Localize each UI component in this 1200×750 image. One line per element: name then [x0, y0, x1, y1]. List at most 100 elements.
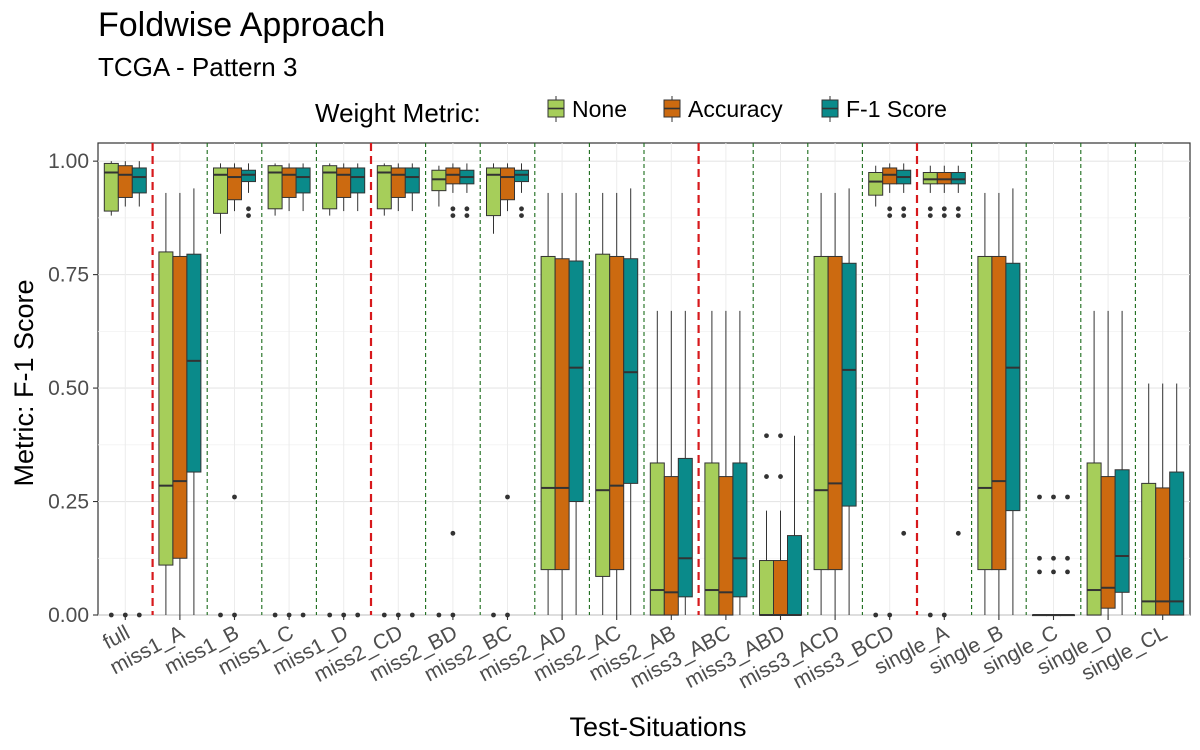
box-single_B-3 [1005, 188, 1021, 615]
outlier-point [901, 530, 907, 536]
box-body [158, 251, 174, 566]
box-miss2_BC-2 [500, 163, 515, 618]
y-tick-label: 0.50 [48, 377, 89, 400]
box-single_D-3 [1114, 310, 1130, 615]
legend-item-3: F-1 Score [821, 96, 947, 122]
outlier-point [355, 612, 361, 618]
y-tick-label: 0.25 [48, 491, 89, 514]
box-single_A-3 [950, 165, 966, 536]
legend-label: F-1 Score [846, 96, 947, 122]
box-body [103, 162, 119, 212]
outlier-point [450, 213, 456, 219]
outlier-point [464, 213, 470, 219]
y-axis-title: Metric: F-1 Score [9, 279, 39, 486]
box-miss2_AB-3 [677, 310, 693, 615]
box-full-3 [131, 161, 147, 618]
box-body [732, 462, 748, 598]
outlier-point [519, 206, 524, 212]
outlier-point [1065, 555, 1070, 561]
box-body [1169, 471, 1185, 616]
outlier-point [519, 213, 524, 219]
box-miss2_AC-2 [609, 192, 625, 615]
box-body [390, 167, 406, 198]
y-tick-label: 0.75 [48, 264, 89, 287]
box-miss2_AC-3 [623, 188, 639, 615]
x-axis-title: Test-Situations [569, 712, 746, 742]
box-miss3_ACD-2 [827, 192, 843, 615]
box-body [623, 258, 639, 484]
outlier-point [778, 433, 783, 439]
box-miss2_AB-1 [649, 310, 665, 616]
outlier-point [1037, 555, 1042, 561]
box-body [609, 255, 625, 571]
box-body [1114, 469, 1130, 593]
y-tick-label: 0.00 [48, 604, 89, 627]
box-body [950, 172, 966, 185]
outlier-point [927, 612, 933, 618]
box-single_B-2 [991, 192, 1007, 615]
box-miss3_ABD-3 [787, 435, 802, 616]
outlier-point [450, 530, 456, 536]
box-body [117, 165, 133, 198]
outlier-point [450, 206, 456, 212]
box-body [841, 262, 857, 507]
box-body [445, 167, 461, 185]
outlier-point [464, 206, 470, 212]
box-body [595, 253, 611, 577]
box-single_C-3 [1060, 494, 1075, 617]
outlier-point [1065, 494, 1070, 500]
box-body [922, 172, 938, 185]
box-miss3_ACD-1 [813, 192, 829, 615]
box-miss1_C-3 [295, 163, 311, 618]
box-single_A-1 [922, 165, 938, 618]
chart-title: Foldwise Approach [98, 6, 385, 44]
box-body [1155, 487, 1171, 616]
outlier-point [955, 206, 961, 212]
outlier-point [1051, 555, 1056, 561]
box-body [131, 167, 147, 194]
outlier-point [436, 612, 442, 618]
outlier-point [246, 213, 251, 219]
box-body [1086, 462, 1102, 616]
legend-label: None [572, 96, 627, 122]
outlier-point [108, 612, 114, 618]
box-single_D-2 [1100, 310, 1116, 615]
outlier-point [1051, 494, 1056, 500]
box-full-2 [117, 161, 133, 618]
outlier-point [1037, 569, 1042, 575]
outlier-point [927, 206, 933, 212]
box-body [677, 457, 693, 598]
box-miss1_B-2 [227, 163, 242, 618]
box-miss1_D-2 [336, 163, 352, 618]
outlier-point [246, 206, 251, 212]
outlier-point [901, 206, 907, 212]
box-body [1005, 262, 1021, 512]
box-miss2_AD-1 [540, 192, 556, 615]
box-body [172, 255, 188, 559]
box-body [568, 260, 584, 503]
outlier-point [381, 612, 387, 618]
outlier-point [232, 494, 237, 500]
box-body [1141, 482, 1157, 616]
box-body [991, 255, 1007, 571]
box-body [704, 462, 720, 616]
outlier-point [901, 213, 907, 219]
box-miss1_B-3 [241, 163, 256, 219]
box-body [404, 167, 420, 194]
outlier-point [887, 213, 893, 219]
box-body [350, 167, 366, 194]
box-body [868, 172, 884, 196]
outlier-point [927, 213, 933, 219]
box-body [813, 255, 829, 571]
box-miss2_AD-3 [568, 192, 584, 615]
outlier-point [136, 612, 142, 618]
outlier-point [1051, 569, 1056, 575]
box-body [718, 476, 734, 616]
legend-title: Weight Metric: [315, 98, 481, 128]
box-body [186, 253, 202, 473]
outlier-point [887, 206, 893, 212]
outlier-point [764, 433, 769, 439]
y-tick-label: 1.00 [48, 150, 89, 173]
outlier-point [1037, 494, 1042, 500]
box-miss3_ABC-3 [732, 310, 748, 615]
